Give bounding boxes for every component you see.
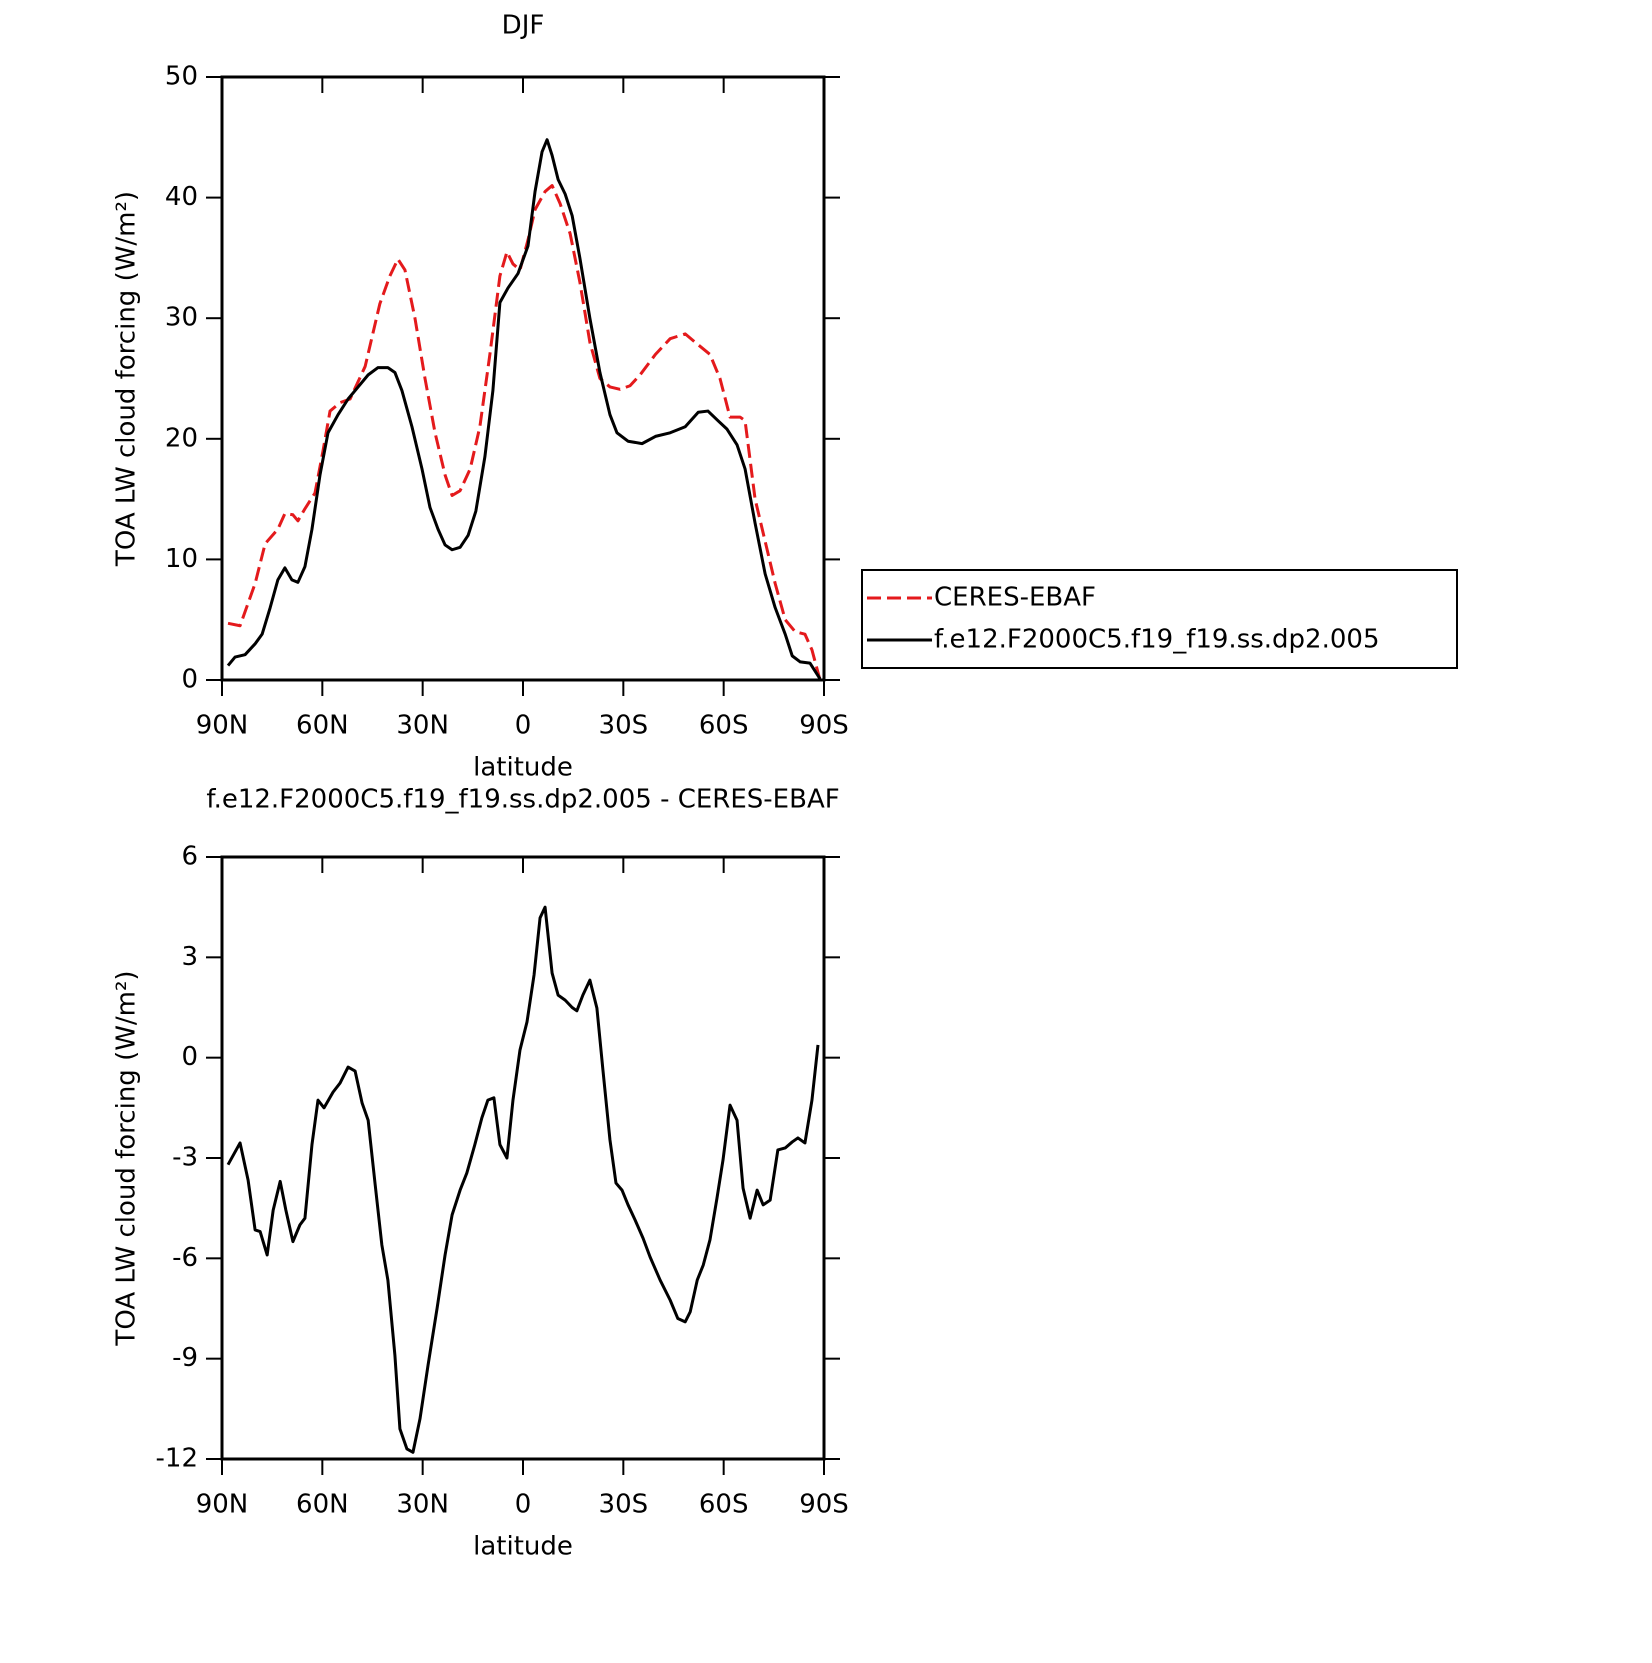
- y-tick-label: 20: [165, 423, 198, 453]
- plot-frame: [220, 855, 826, 1461]
- y-tick-label: 3: [181, 942, 198, 972]
- x-tick-label: 90N: [196, 1490, 249, 1520]
- legend-label: CERES-EBAF: [934, 583, 1096, 613]
- x-tick-label: 30S: [599, 1490, 649, 1520]
- y-axis-label: TOA LW cloud forcing (W/m²): [112, 970, 142, 1346]
- x-tick-label: 30N: [396, 711, 449, 741]
- legend-label: f.e12.F2000C5.f19_f19.ss.dp2.005: [934, 625, 1380, 655]
- plot-frame: [220, 75, 826, 682]
- x-axis-label: latitude: [473, 753, 573, 783]
- x-tick-label: 30N: [396, 1490, 449, 1520]
- y-tick-label: 40: [165, 182, 198, 212]
- x-tick-label: 90S: [799, 1490, 849, 1520]
- y-tick-label: -9: [172, 1343, 198, 1373]
- x-tick-label: 60S: [699, 1490, 749, 1520]
- y-tick-label: -12: [156, 1444, 198, 1474]
- line-series: [226, 905, 820, 1454]
- x-tick-label: 0: [515, 711, 532, 741]
- y-tick-label: 0: [181, 665, 198, 695]
- x-tick-label: 60N: [296, 1490, 349, 1520]
- x-tick-label: 0: [515, 1490, 532, 1520]
- x-tick-label: 90N: [196, 711, 249, 741]
- y-tick-label: 0: [181, 1042, 198, 1072]
- y-tick-label: 30: [165, 303, 198, 333]
- chart-title: DJF: [502, 11, 545, 41]
- legend-box: [861, 569, 1458, 669]
- x-tick-label: 60S: [699, 711, 749, 741]
- y-tick-label: 50: [165, 62, 198, 92]
- line-series: [227, 184, 822, 681]
- y-axis-label: TOA LW cloud forcing (W/m²): [112, 191, 142, 567]
- y-tick-label: -6: [172, 1243, 198, 1273]
- line-series: [226, 138, 822, 680]
- y-tick-label: 10: [165, 544, 198, 574]
- y-tick-label: -3: [172, 1143, 198, 1173]
- x-tick-label: 60N: [296, 711, 349, 741]
- x-axis-label: latitude: [473, 1532, 573, 1562]
- y-tick-label: 6: [181, 842, 198, 872]
- x-tick-label: 90S: [799, 711, 849, 741]
- chart-title: f.e12.F2000C5.f19_f19.ss.dp2.005 - CERES…: [206, 785, 839, 815]
- x-tick-label: 30S: [599, 711, 649, 741]
